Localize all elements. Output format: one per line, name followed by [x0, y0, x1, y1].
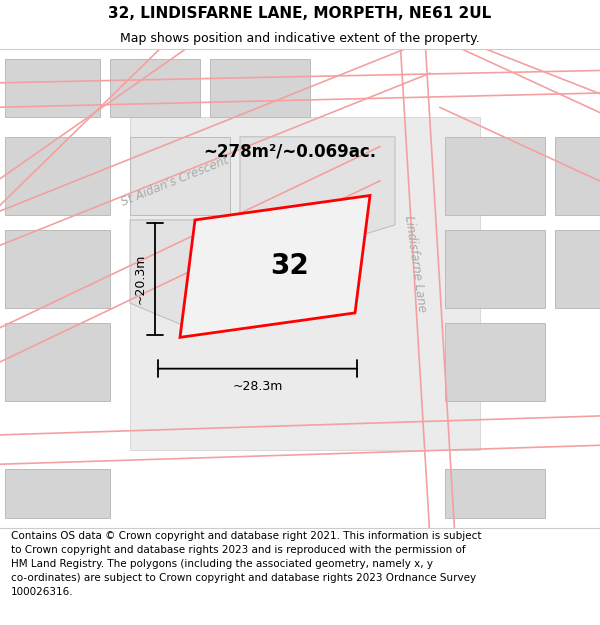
Polygon shape — [5, 59, 100, 118]
Polygon shape — [445, 137, 545, 215]
Polygon shape — [5, 137, 110, 215]
Text: 32: 32 — [271, 253, 310, 281]
Polygon shape — [445, 322, 545, 401]
Polygon shape — [110, 59, 200, 118]
Polygon shape — [445, 230, 545, 308]
Polygon shape — [5, 230, 110, 308]
Polygon shape — [555, 230, 600, 308]
Polygon shape — [130, 118, 480, 450]
Text: ~278m²/~0.069ac.: ~278m²/~0.069ac. — [203, 142, 377, 161]
Text: ~28.3m: ~28.3m — [232, 381, 283, 393]
Polygon shape — [180, 196, 370, 338]
Polygon shape — [555, 137, 600, 215]
Text: Map shows position and indicative extent of the property.: Map shows position and indicative extent… — [120, 31, 480, 44]
Text: Contains OS data © Crown copyright and database right 2021. This information is : Contains OS data © Crown copyright and d… — [11, 531, 481, 597]
Polygon shape — [5, 469, 110, 518]
Polygon shape — [210, 59, 310, 118]
Text: 32, LINDISFARNE LANE, MORPETH, NE61 2UL: 32, LINDISFARNE LANE, MORPETH, NE61 2UL — [109, 6, 491, 21]
Polygon shape — [5, 322, 110, 401]
Text: ~20.3m: ~20.3m — [134, 254, 147, 304]
Polygon shape — [240, 137, 395, 254]
Polygon shape — [130, 220, 260, 332]
Polygon shape — [130, 137, 230, 215]
Polygon shape — [445, 469, 545, 518]
Text: St Aidan's Crescent: St Aidan's Crescent — [119, 153, 230, 208]
Text: Lindisfarne Lane: Lindisfarne Lane — [402, 215, 428, 313]
